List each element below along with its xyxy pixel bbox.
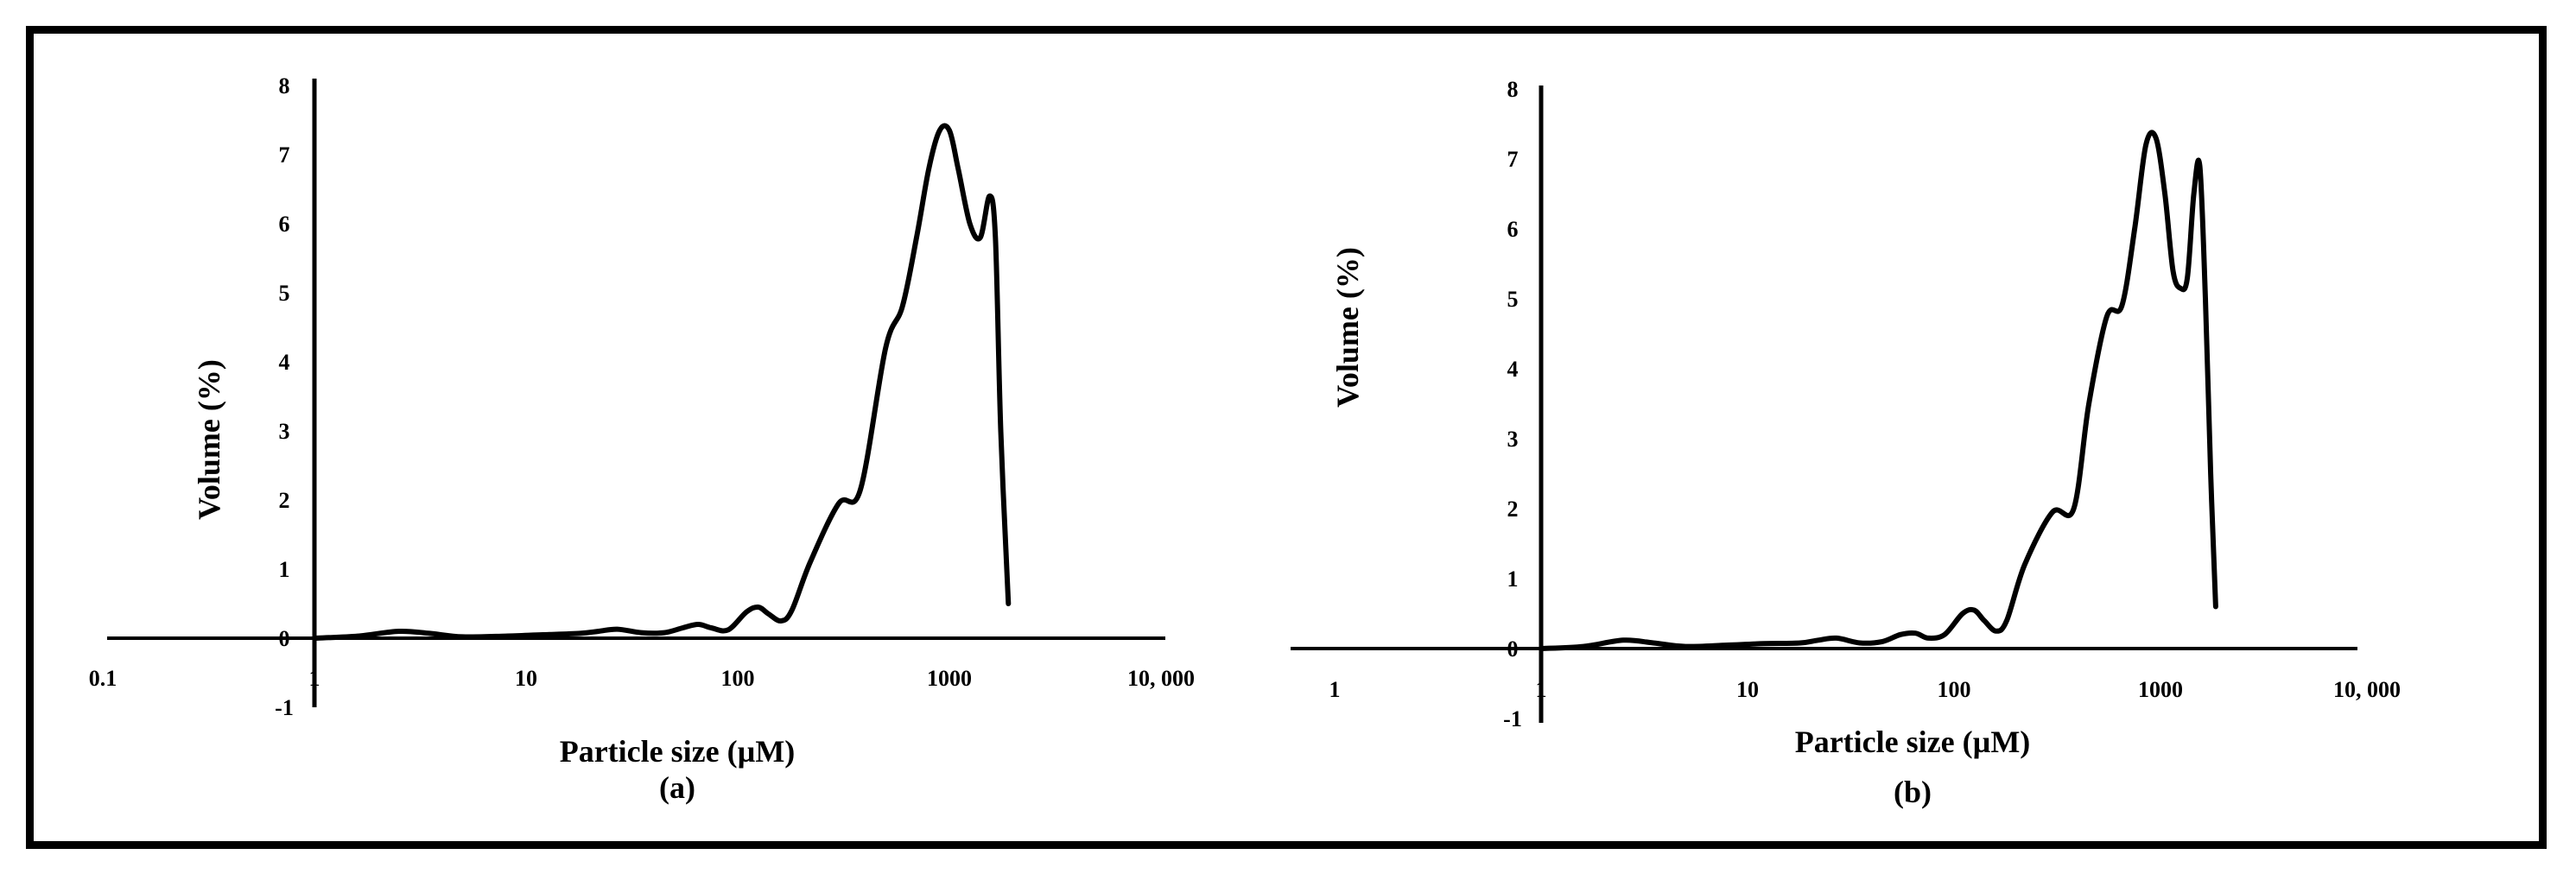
x-axis-title: Particle size (µM) <box>1795 725 2031 759</box>
x-tick-label: 0.1 <box>89 666 117 691</box>
x-axis-title: Particle size (µM) <box>560 734 796 769</box>
y-axis-title: Volume (%) <box>1330 247 1365 408</box>
x-tick-label: 10 <box>1736 677 1759 702</box>
x-tick-label: 1000 <box>2138 677 2183 702</box>
y-tick-label: 0 <box>1507 636 1519 662</box>
y-tick-label: 4 <box>279 350 290 375</box>
y-tick-label: 3 <box>279 419 290 444</box>
y-tick-label: 2 <box>279 488 290 513</box>
y-tick-label: 8 <box>1507 77 1519 102</box>
x-tick-label: 100 <box>721 666 755 691</box>
panel-label: (b) <box>1894 775 1932 809</box>
x-tick-label: 1000 <box>927 666 972 691</box>
y-axis-title: Volume (%) <box>192 359 226 520</box>
x-tick-label: 100 <box>1938 677 1971 702</box>
y-tick-label: 5 <box>1507 287 1519 312</box>
y-tick-label: 0 <box>279 626 290 651</box>
x-tick-label: 1 <box>1329 677 1341 702</box>
y-tick-label: 6 <box>1507 217 1519 242</box>
x-tick-label: 1 <box>309 666 320 691</box>
y-tick-label: -1 <box>275 695 294 720</box>
y-tick-label: 7 <box>279 142 290 168</box>
figure-frame: -1 0 1 2 3 4 5 6 7 8 0.1 1 10 100 1000 10, 000 Particle … <box>26 26 2547 849</box>
y-tick-label: 3 <box>1507 427 1519 452</box>
y-tick-label: 1 <box>1507 567 1519 592</box>
y-tick-label: 2 <box>1507 497 1519 522</box>
y-tick-label: 5 <box>279 281 290 306</box>
y-tick-label: -1 <box>1503 706 1522 731</box>
series-line <box>1539 130 2218 651</box>
y-tick-label: 6 <box>279 212 290 237</box>
panel-label: (a) <box>659 770 695 805</box>
y-tick-label: 7 <box>1507 147 1519 172</box>
y-tick-label: 8 <box>279 73 290 98</box>
y-tick-label: 1 <box>279 557 290 582</box>
x-tick-label: 10, 000 <box>1127 666 1195 691</box>
x-tick-label: 1 <box>1536 677 1547 702</box>
y-tick-label: 4 <box>1507 357 1519 382</box>
x-tick-label: 10 <box>515 666 537 691</box>
series-line <box>312 123 1012 641</box>
x-tick-label: 10, 000 <box>2333 677 2401 702</box>
